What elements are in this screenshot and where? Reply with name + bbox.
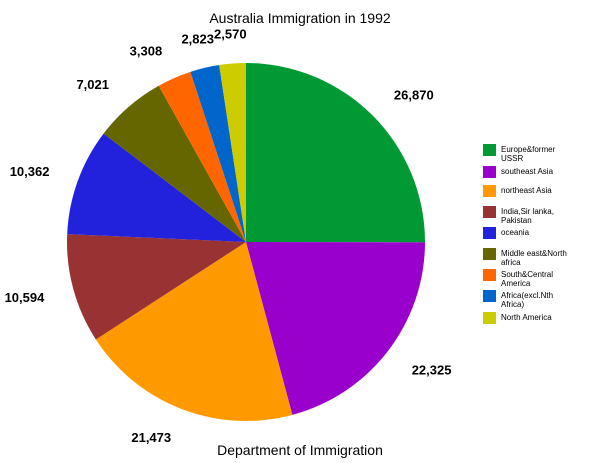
legend-label: northeast Asia xyxy=(501,186,552,195)
legend-swatch xyxy=(483,290,496,302)
legend-label: Middle east&North xyxy=(501,249,567,258)
pie-slices xyxy=(67,63,425,422)
legend-label: Africa(excl.Nth xyxy=(501,291,553,300)
legend-swatch xyxy=(483,248,496,260)
legend-swatch xyxy=(483,166,496,178)
legend-label: South&Central xyxy=(501,270,553,279)
chart-title: Australia Immigration in 1992 xyxy=(209,10,391,26)
pie-slice xyxy=(95,242,293,422)
legend-label: africa xyxy=(501,258,521,267)
slice-value-label: 7,021 xyxy=(76,77,109,92)
slice-value-labels: 26,870 22,325 21,473 10,594 10,362 7,021 3,308… xyxy=(5,27,452,446)
legend-label: Europe&former xyxy=(501,145,556,154)
pie-slice xyxy=(158,71,246,242)
legend-swatch xyxy=(483,185,496,197)
slice-value-label: 2,823 xyxy=(181,32,214,47)
pie-slice xyxy=(67,234,246,340)
slice-value-label: 26,870 xyxy=(394,87,434,102)
slice-value-label: 3,308 xyxy=(130,44,163,59)
slice-value-label: 10,594 xyxy=(5,290,46,305)
legend-swatch xyxy=(483,312,496,324)
pie-slice xyxy=(103,85,246,243)
legend-label: North America xyxy=(501,313,552,322)
legend-label: Pakistan xyxy=(501,216,532,225)
legend-swatch xyxy=(483,269,496,281)
slice-value-label: 2,570 xyxy=(214,27,247,42)
pie-slice xyxy=(246,242,425,415)
legend-label: USSR xyxy=(501,154,523,163)
legend-swatch xyxy=(483,144,496,156)
pie-slice xyxy=(67,133,246,242)
legend-label: America xyxy=(501,279,531,288)
legend-label: oceania xyxy=(501,228,530,237)
legend-label: southeast Asia xyxy=(501,167,554,176)
pie-slice xyxy=(246,63,425,243)
legend-label: Africa) xyxy=(501,300,524,309)
slice-value-label: 21,473 xyxy=(131,430,171,445)
legend-swatch xyxy=(483,227,496,239)
slice-value-label: 10,362 xyxy=(10,164,50,179)
chart-footer-label: Department of Immigration xyxy=(217,442,383,458)
legend-label: India,Sir lanka, xyxy=(501,207,554,216)
legend-swatch xyxy=(483,206,496,218)
slice-value-label: 22,325 xyxy=(412,362,452,377)
pie-slice xyxy=(190,65,246,243)
pie-slice xyxy=(219,63,246,242)
